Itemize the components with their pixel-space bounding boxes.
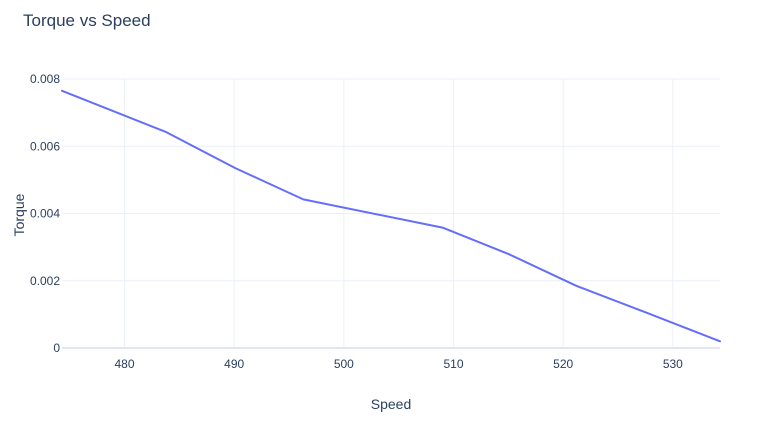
x-axis-title: Speed xyxy=(371,396,411,412)
y-tick-label: 0.008 xyxy=(30,72,60,86)
y-tick-label: 0.006 xyxy=(30,139,60,153)
y-tick-label: 0.002 xyxy=(30,274,60,288)
x-tick-label: 510 xyxy=(443,357,463,371)
series-group xyxy=(61,89,721,343)
y-gridlines xyxy=(62,78,720,349)
x-tick-label: 490 xyxy=(224,357,244,371)
x-tick-label: 480 xyxy=(114,357,134,371)
series-line-0 xyxy=(61,89,721,343)
x-tick-label: 500 xyxy=(334,357,354,371)
x-tick-label: 530 xyxy=(663,357,683,371)
y-tick-label: 0 xyxy=(53,341,60,355)
x-tick-labels: 480 490 500 510 520 530 xyxy=(114,357,683,371)
x-tick-label: 520 xyxy=(553,357,573,371)
y-axis-title: Torque xyxy=(11,193,27,236)
y-tick-labels: 0 0.002 0.004 0.006 0.008 xyxy=(30,72,60,355)
chart-title: Torque vs Speed xyxy=(23,11,151,30)
y-tick-label: 0.004 xyxy=(30,207,60,221)
